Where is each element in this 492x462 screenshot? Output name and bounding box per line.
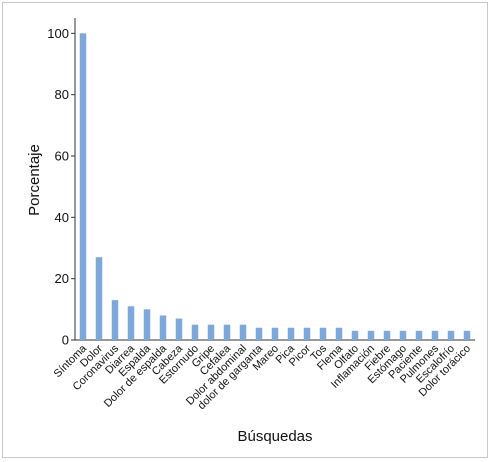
bar — [143, 309, 151, 340]
bar — [287, 327, 295, 340]
bar — [191, 324, 199, 340]
y-tick-group: 0 20 40 60 80 100 — [47, 26, 75, 348]
bar — [367, 330, 375, 340]
bar — [79, 33, 87, 340]
y-axis-title: Porcentaje — [26, 144, 43, 216]
bar — [271, 327, 279, 340]
bar — [207, 324, 215, 340]
x-axis-title: Búsquedas — [237, 428, 312, 445]
bar — [415, 330, 423, 340]
bar — [431, 330, 439, 340]
bar — [111, 300, 119, 340]
y-tick-label: 100 — [47, 26, 69, 41]
bar — [127, 306, 135, 340]
bar — [303, 327, 311, 340]
x-tick-label-group: SíntomaDolorCoronavirusDiarreaEspaldaDol… — [52, 342, 473, 412]
bar — [223, 324, 231, 340]
bar — [463, 330, 471, 340]
bar — [95, 257, 103, 340]
y-tick-label: 40 — [55, 210, 69, 225]
bar — [447, 330, 455, 340]
bar-group — [79, 33, 471, 340]
y-tick-label: 20 — [55, 271, 69, 286]
y-tick-label: 60 — [55, 149, 69, 164]
bar — [319, 327, 327, 340]
bar — [335, 327, 343, 340]
y-tick-label: 0 — [62, 333, 69, 348]
bar — [351, 330, 359, 340]
bar — [399, 330, 407, 340]
bar — [159, 315, 167, 340]
bar — [383, 330, 391, 340]
bar — [175, 318, 183, 340]
y-tick-label: 80 — [55, 87, 69, 102]
bar — [239, 324, 247, 340]
bar — [255, 327, 263, 340]
